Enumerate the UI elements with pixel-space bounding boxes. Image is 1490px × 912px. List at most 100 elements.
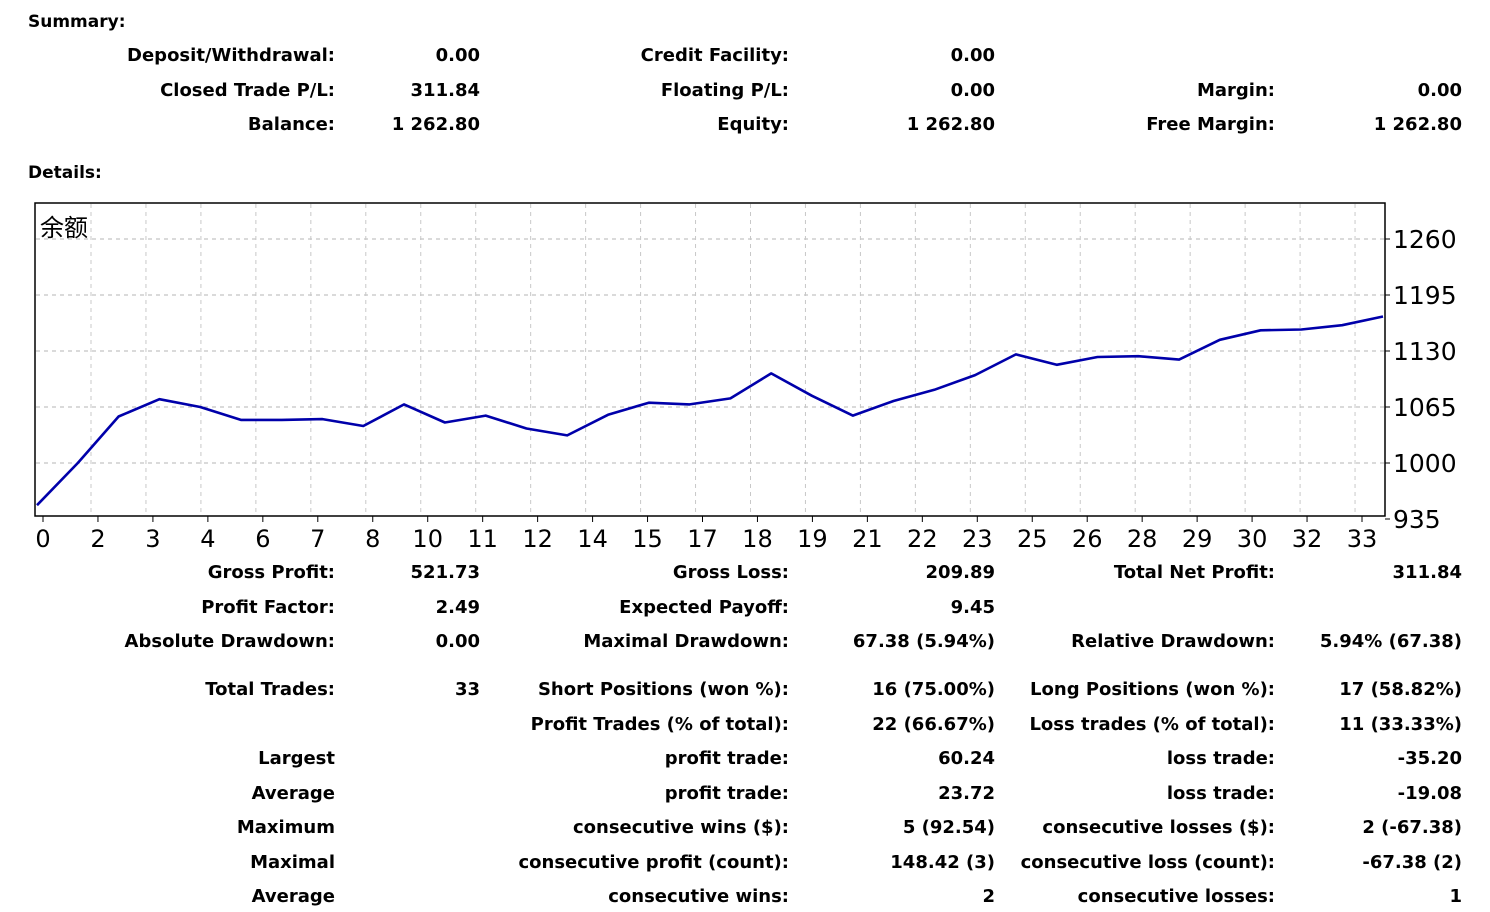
y-tick-label: 1000: [1393, 449, 1457, 478]
relative-drawdown-value: 5.94% (67.38): [1319, 631, 1462, 652]
x-tick-label: 10: [412, 525, 443, 552]
gross-profit-value: 521.73: [410, 562, 480, 583]
credit-facility-label: Credit Facility:: [640, 45, 789, 66]
average-consecutive-losses-label: consecutive losses:: [1077, 886, 1275, 907]
x-tick-label: 8: [365, 525, 380, 552]
closed-trade-pl-value: 311.84: [410, 80, 480, 101]
loss-trades-value: 11 (33.33%): [1339, 714, 1462, 735]
short-positions-label: Short Positions (won %):: [537, 679, 789, 700]
short-positions-value: 16 (75.00%): [872, 679, 995, 700]
total-net-profit-value: 311.84: [1392, 562, 1462, 583]
x-tick-label: 33: [1347, 525, 1378, 552]
floating-pl-label: Floating P/L:: [660, 80, 789, 101]
x-tick-label: 4: [200, 525, 215, 552]
deposit-withdrawal-value: 0.00: [435, 45, 480, 66]
floating-pl-value: 0.00: [950, 80, 995, 101]
maximal-drawdown-value: 67.38 (5.94%): [852, 631, 995, 652]
max-consecutive-losses-value: 2 (-67.38): [1362, 817, 1462, 838]
x-tick-label: 21: [852, 525, 883, 552]
expected-payoff-value: 9.45: [950, 597, 995, 618]
section-summary-title: Summary:: [28, 12, 126, 32]
loss-trades-label: Loss trades (% of total):: [1029, 714, 1275, 735]
gross-loss-label: Gross Loss:: [672, 562, 789, 583]
x-tick-label: 11: [467, 525, 498, 552]
x-tick-label: 3: [145, 525, 160, 552]
x-tick-label: 29: [1182, 525, 1213, 552]
y-tick-label: 1130: [1393, 337, 1457, 366]
average-label: Average: [251, 783, 335, 804]
average-profit-trade-label: profit trade:: [664, 783, 789, 804]
x-tick-label: 23: [962, 525, 993, 552]
y-tick-label: 1195: [1393, 281, 1457, 310]
section-details-title: Details:: [28, 163, 102, 183]
x-axis-ticks: 0 2 3 4 6 7 8 10 11 12 14 15 17 18 19 21 22 23 25 26 28 29 30 3…: [35, 516, 1377, 552]
average-loss-trade-value: -19.08: [1397, 783, 1462, 804]
largest-profit-trade-value: 60.24: [938, 748, 995, 769]
largest-label: Largest: [258, 748, 335, 769]
maximal-drawdown-label: Maximal Drawdown:: [583, 631, 789, 652]
y-tick-label: 935: [1393, 505, 1441, 534]
x-tick-label: 0: [35, 525, 50, 552]
average-profit-trade-value: 23.72: [938, 783, 995, 804]
chart-frame: [34, 202, 1386, 517]
closed-trade-pl-label: Closed Trade P/L:: [160, 80, 335, 101]
absolute-drawdown-label: Absolute Drawdown:: [124, 631, 335, 652]
maximum-label: Maximum: [236, 817, 335, 838]
profit-trades-value: 22 (66.67%): [872, 714, 995, 735]
x-tick-label: 6: [255, 525, 270, 552]
x-tick-label: 32: [1292, 525, 1323, 552]
gross-profit-label: Gross Profit:: [207, 562, 335, 583]
y-axis-ticks: 1260 1195 1130 1065 1000 935: [1385, 225, 1457, 534]
max-consecutive-losses-label: consecutive losses ($):: [1042, 817, 1275, 838]
margin-label: Margin:: [1196, 80, 1275, 101]
maximal-consecutive-profit-value: 148.42 (3): [890, 852, 995, 873]
equity-value: 1 262.80: [906, 114, 995, 135]
chart-gridlines: [36, 204, 1384, 515]
x-tick-label: 19: [797, 525, 828, 552]
x-tick-label: 2: [90, 525, 105, 552]
y-tick-label: 1065: [1393, 393, 1457, 422]
equity-label: Equity:: [717, 114, 789, 135]
margin-value: 0.00: [1417, 80, 1462, 101]
profit-factor-label: Profit Factor:: [201, 597, 335, 618]
x-tick-label: 15: [632, 525, 663, 552]
free-margin-value: 1 262.80: [1373, 114, 1462, 135]
long-positions-label: Long Positions (won %):: [1030, 679, 1275, 700]
x-tick-label: 28: [1127, 525, 1158, 552]
x-tick-label: 18: [742, 525, 773, 552]
chart-title: 余额: [40, 214, 88, 242]
profit-factor-value: 2.49: [435, 597, 480, 618]
profit-trades-label: Profit Trades (% of total):: [530, 714, 789, 735]
maximal-consecutive-loss-value: -67.38 (2): [1362, 852, 1462, 873]
max-consecutive-wins-value: 5 (92.54): [902, 817, 995, 838]
maximal-consecutive-loss-label: consecutive loss (count):: [1020, 852, 1275, 873]
x-tick-label: 22: [907, 525, 938, 552]
maximal-label: Maximal: [250, 852, 335, 873]
average-loss-trade-label: loss trade:: [1166, 783, 1275, 804]
credit-facility-value: 0.00: [950, 45, 995, 66]
balance-label: Balance:: [247, 114, 335, 135]
total-trades-value: 33: [454, 679, 480, 700]
x-tick-label: 17: [687, 525, 718, 552]
total-trades-label: Total Trades:: [205, 679, 335, 700]
deposit-withdrawal-label: Deposit/Withdrawal:: [127, 45, 335, 66]
long-positions-value: 17 (58.82%): [1339, 679, 1462, 700]
balance-series-line: [36, 315, 1384, 507]
free-margin-label: Free Margin:: [1146, 114, 1275, 135]
gross-loss-value: 209.89: [925, 562, 995, 583]
x-tick-label: 14: [577, 525, 608, 552]
balance-value: 1 262.80: [391, 114, 480, 135]
average-consecutive-losses-value: 1: [1449, 886, 1462, 907]
absolute-drawdown-value: 0.00: [435, 631, 480, 652]
x-tick-label: 30: [1237, 525, 1268, 552]
expected-payoff-label: Expected Payoff:: [619, 597, 789, 618]
average-consecutive-wins-value: 2: [982, 886, 995, 907]
x-tick-label: 25: [1017, 525, 1048, 552]
average-consecutive-wins-label: consecutive wins:: [608, 886, 789, 907]
largest-loss-trade-value: -35.20: [1397, 748, 1462, 769]
max-consecutive-wins-label: consecutive wins ($):: [572, 817, 789, 838]
relative-drawdown-label: Relative Drawdown:: [1071, 631, 1275, 652]
x-tick-label: 7: [310, 525, 325, 552]
